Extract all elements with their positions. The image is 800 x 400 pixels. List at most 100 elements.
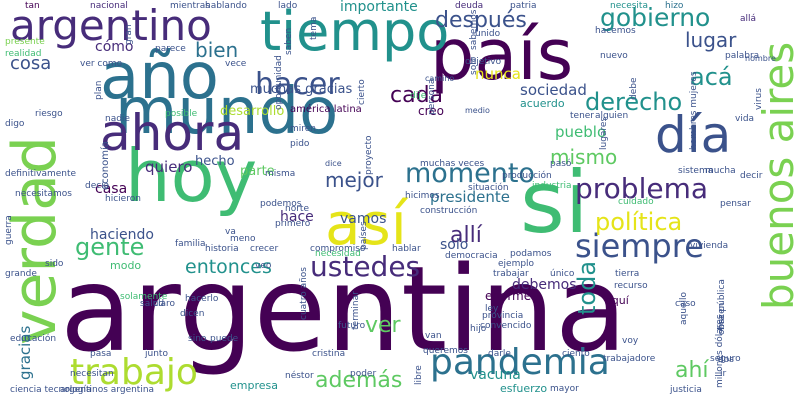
word-argentinos-argentina: argentinos argentina xyxy=(60,385,155,395)
word-argentina: argentina xyxy=(60,240,628,378)
word-ciencia-tecnología: ciencia tecnología xyxy=(10,385,92,395)
word-tan: tan xyxy=(25,1,40,11)
word-veo: veo xyxy=(255,261,272,271)
word-unido: unido xyxy=(475,29,501,39)
word-puede: puede xyxy=(210,334,239,344)
word-historia: historia xyxy=(205,244,239,254)
word-persona: persona xyxy=(427,78,437,115)
word-importante: importante xyxy=(340,0,418,15)
word-hablar: hablar xyxy=(392,244,421,254)
word-allá: allá xyxy=(740,14,757,24)
word-podamos: podamos xyxy=(510,249,552,259)
word-hijo: hijo xyxy=(470,324,487,334)
word-cómo: cómo xyxy=(95,39,134,55)
word-buenos-aires: buenos aires xyxy=(754,41,800,310)
word-ustedes: ustedes xyxy=(310,250,421,283)
word-medio: medio xyxy=(465,106,490,115)
word-empresa: empresa xyxy=(230,379,278,392)
word-plan: plan xyxy=(94,80,104,100)
word-aquí: aquí xyxy=(605,294,629,307)
word-grande: grande xyxy=(5,269,37,279)
word-necesitan: necesitan xyxy=(70,369,114,379)
word-van: van xyxy=(425,331,442,341)
word-palabra: palabra xyxy=(725,51,760,61)
word-hicieron: hicieron xyxy=(105,194,141,204)
word-producción: producción xyxy=(502,171,552,181)
word-dije: dije xyxy=(410,91,427,101)
word-sociedad: sociedad xyxy=(520,81,587,99)
word-podemos: podemos xyxy=(260,199,302,209)
word-cuidado: cuidado xyxy=(618,197,654,207)
word-va: va xyxy=(225,227,236,237)
word-alguien: alguien xyxy=(595,111,629,121)
word-modo: modo xyxy=(110,259,142,272)
word-queremos: queremos xyxy=(423,346,468,356)
word-solo: solo xyxy=(440,237,469,253)
word-casa: casa xyxy=(95,181,128,197)
word-siempre: siempre xyxy=(575,227,704,265)
word-necesitamos: necesitamos xyxy=(15,189,72,199)
word-trabajar: trabajar xyxy=(493,269,529,279)
word-gobierno: gobierno xyxy=(600,3,711,32)
word-vacuna: vacuna xyxy=(470,367,521,383)
word-ahora: ahora xyxy=(100,104,245,162)
word-tierra: tierra xyxy=(615,269,640,279)
word-sistema: sistema xyxy=(678,166,714,176)
word-pueblo: pueblo xyxy=(555,123,607,141)
word-dice: dice xyxy=(325,159,342,168)
word-pasa: pasa xyxy=(90,349,112,359)
word-debe: debe xyxy=(629,77,639,101)
word-ver: ver xyxy=(365,313,401,338)
word-pandemia: pandemia xyxy=(430,342,610,383)
word-argentino: argentino xyxy=(10,1,212,50)
word-desarrollo: desarrollo xyxy=(220,104,285,119)
word-mucha: mucha xyxy=(705,166,736,176)
word-hacemos: hacemos xyxy=(595,26,636,36)
word-muchas-gracias: muchas gracias xyxy=(250,82,353,97)
word-seguro: seguro xyxy=(710,354,741,364)
word-posible: posible xyxy=(165,109,198,119)
word-parece: parece xyxy=(155,44,186,54)
word-ver-como: ver como xyxy=(80,59,123,69)
word-provincia: provincia xyxy=(482,311,524,321)
word-meno: meno xyxy=(230,234,256,244)
word-mundo: mundo xyxy=(115,75,339,149)
word-creo: creo xyxy=(418,104,444,118)
word-hablando: hablando xyxy=(205,1,247,11)
word-caso: caso xyxy=(675,299,696,309)
word-construcción: construcción xyxy=(420,206,478,216)
word-año: año xyxy=(100,40,219,114)
word-quiero: quiero xyxy=(145,158,193,176)
word-ley: ley xyxy=(485,304,499,314)
word-objetivo: objetivo xyxy=(465,57,502,67)
word-poder: poder xyxy=(350,369,377,379)
word-derecho: derecho xyxy=(585,88,683,116)
word-si: si xyxy=(520,153,589,253)
word-aquello: aquello xyxy=(679,292,689,325)
word-gran: gran xyxy=(124,24,134,45)
word-guerra: guerra xyxy=(4,215,14,245)
word-presidente: presidente xyxy=(430,188,510,206)
word-virus: virus xyxy=(754,88,764,110)
word-proyecto: proyecto xyxy=(364,135,374,175)
word-definitivamente: definitivamente xyxy=(5,169,77,179)
word-darle: darle xyxy=(488,349,511,359)
word-haciendo: haciendo xyxy=(90,227,154,243)
word-nombre: nombre xyxy=(745,54,776,63)
word-compromiso: compromiso xyxy=(310,244,366,254)
word-saben: saben xyxy=(284,27,294,55)
word-países: países xyxy=(359,221,369,250)
word-voy: voy xyxy=(622,336,639,346)
word-claro: claro xyxy=(153,299,175,309)
word-américa-latina: américa latina xyxy=(290,104,362,115)
word-oportunidad: oportunidad xyxy=(274,55,284,110)
word-camino: camino xyxy=(425,74,455,83)
word-digo: digo xyxy=(5,119,25,129)
word-acá: acá xyxy=(690,63,733,91)
word-sido: sido xyxy=(45,259,64,269)
word-miren: miren xyxy=(290,124,317,134)
word-mayor: mayor xyxy=(550,384,579,394)
word-lugar: lugar xyxy=(685,28,737,52)
word-terminar: terminar xyxy=(351,291,361,330)
